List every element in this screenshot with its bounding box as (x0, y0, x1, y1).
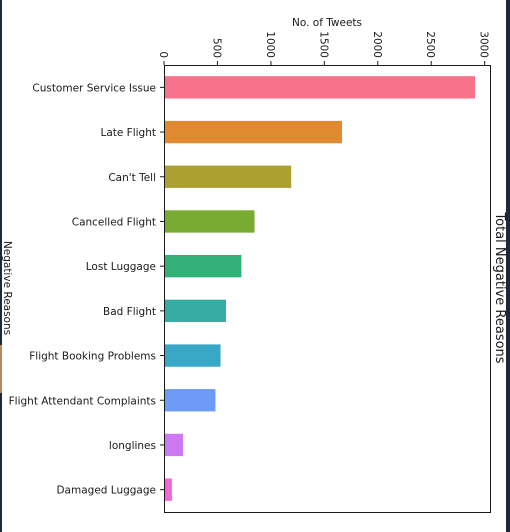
bar-late-flight (164, 120, 342, 144)
bar-cancelled-flight (164, 210, 255, 233)
x-tick-label: 2500 (424, 31, 436, 58)
x-tick-label: 0 (157, 51, 169, 58)
bar-flight-attendant-complaints (164, 389, 216, 412)
right-window-edge (506, 0, 510, 532)
category-label: Cancelled Flight (72, 216, 156, 228)
category-label: Damaged Luggage (56, 485, 156, 497)
category-label: Late Flight (100, 127, 156, 139)
x-axis-title: No. of Tweets (292, 17, 362, 29)
x-tick-label: 1500 (317, 31, 329, 58)
x-tick-label: 1000 (264, 31, 276, 58)
y-axis-title: Negative Reasons (1, 241, 13, 335)
left-window-edge (0, 0, 2, 532)
bar-longlines (164, 433, 184, 457)
bar-lost-luggage (164, 254, 242, 278)
category-label: Lost Luggage (86, 261, 156, 273)
bar-can-t-tell (164, 165, 292, 188)
chart-title: Total Negative Reasons (492, 211, 507, 363)
plot-frame (164, 65, 491, 513)
category-label: Can't Tell (108, 172, 156, 184)
category-label: Customer Service Issue (32, 82, 156, 94)
category-label: Flight Booking Problems (29, 351, 156, 363)
bar-customer-service-issue (164, 76, 476, 99)
category-label: Bad Flight (103, 306, 156, 318)
x-tick-label: 500 (210, 38, 222, 58)
category-label: longlines (109, 440, 156, 452)
bar-bad-flight (164, 299, 226, 323)
x-tick-label: 3000 (478, 31, 490, 58)
bar-flight-booking-problems (164, 344, 221, 367)
x-tick-label: 2000 (371, 31, 383, 58)
category-label: Flight Attendant Complaints (9, 395, 156, 407)
left-window-edge-accent (0, 345, 2, 393)
bar-damaged-luggage (164, 478, 172, 501)
